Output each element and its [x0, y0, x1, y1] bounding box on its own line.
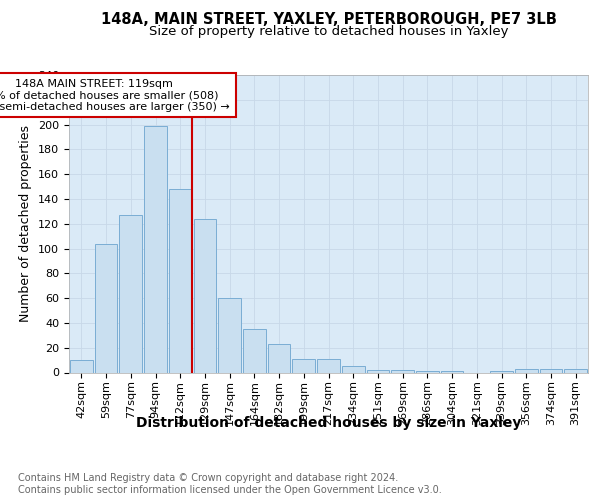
Bar: [169, 189, 191, 372]
Bar: [268, 344, 290, 372]
Text: Distribution of detached houses by size in Yaxley: Distribution of detached houses by size …: [136, 416, 521, 430]
Bar: [292, 359, 315, 372]
Text: 148A MAIN STREET: 119sqm
← 59% of detached houses are smaller (508)
40% of semi-: 148A MAIN STREET: 119sqm ← 59% of detach…: [0, 78, 230, 112]
Bar: [119, 215, 142, 372]
Bar: [515, 369, 538, 372]
Bar: [194, 219, 216, 372]
Bar: [144, 126, 167, 372]
Bar: [367, 370, 389, 372]
Bar: [243, 329, 266, 372]
Bar: [95, 244, 118, 372]
Bar: [564, 369, 587, 372]
Bar: [218, 298, 241, 372]
Text: 148A, MAIN STREET, YAXLEY, PETERBOROUGH, PE7 3LB: 148A, MAIN STREET, YAXLEY, PETERBOROUGH,…: [101, 12, 557, 28]
Y-axis label: Number of detached properties: Number of detached properties: [19, 125, 32, 322]
Bar: [317, 359, 340, 372]
Bar: [70, 360, 93, 372]
Text: Contains HM Land Registry data © Crown copyright and database right 2024.
Contai: Contains HM Land Registry data © Crown c…: [18, 474, 442, 495]
Bar: [342, 366, 365, 372]
Bar: [539, 369, 562, 372]
Bar: [391, 370, 414, 372]
Text: Size of property relative to detached houses in Yaxley: Size of property relative to detached ho…: [149, 25, 509, 38]
